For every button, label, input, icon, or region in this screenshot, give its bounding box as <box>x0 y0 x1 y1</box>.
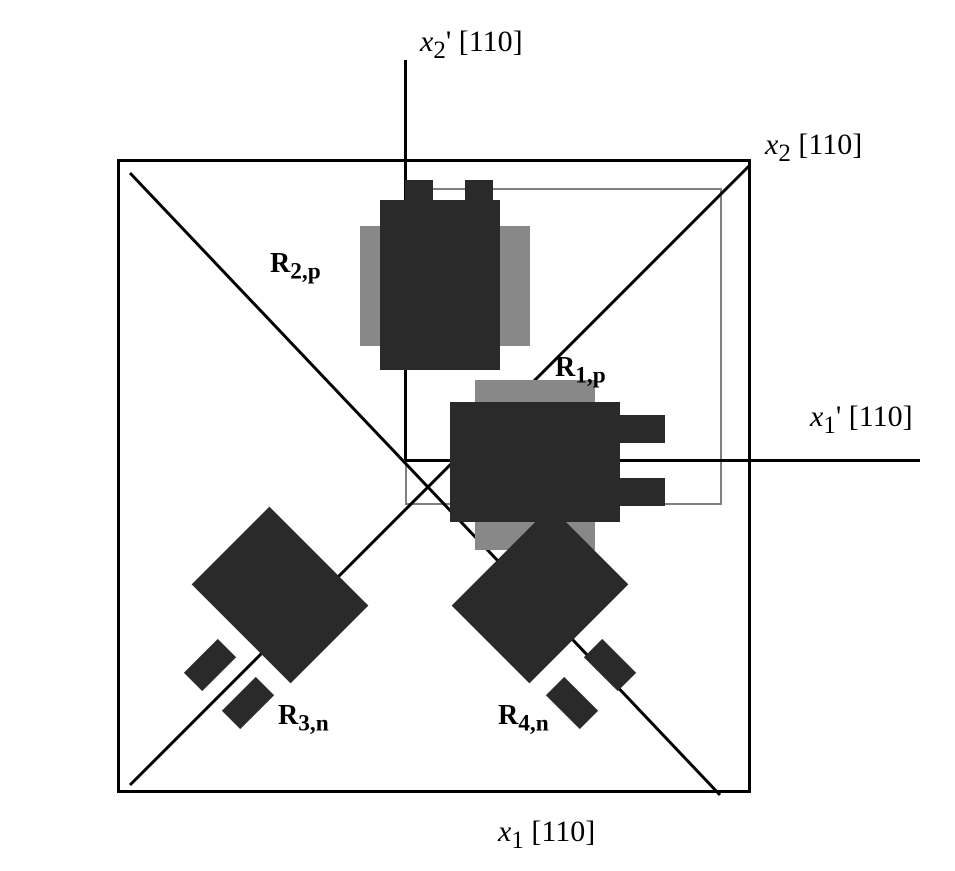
label-r3n: R3,n <box>278 700 329 738</box>
label-r2p: R2,p <box>270 248 321 286</box>
label-r4n-sub: 4,n <box>518 711 548 737</box>
label-x1-prime: x1' [110] <box>810 400 913 440</box>
label-x1-sub: 1 <box>511 827 524 854</box>
label-x2-prime-rest: ' [110] <box>446 25 523 58</box>
label-r4n-r: R <box>498 700 518 731</box>
label-r1p-sub: 1,p <box>575 363 605 389</box>
label-x2-rest: [110] <box>791 128 862 161</box>
label-r3n-r: R <box>278 700 298 731</box>
label-r1p-r: R <box>555 352 575 383</box>
resistor-r1p-pin1 <box>605 415 665 443</box>
label-r2p-r: R <box>270 248 290 279</box>
label-x2: x2 [110] <box>765 128 862 168</box>
label-x2-prime: x2' [110] <box>420 25 523 65</box>
label-x1-var: x <box>498 815 511 848</box>
resistor-r1p-pin2 <box>605 478 665 506</box>
label-x1-prime-var: x <box>810 400 823 433</box>
label-r2p-sub: 2,p <box>290 259 320 285</box>
diagram-container: x2' [110] x2 [110] x1' [110] x1 [110] R2… <box>0 0 955 871</box>
label-x2-prime-sub: 2 <box>433 37 446 64</box>
resistor-r1p-body <box>450 402 620 522</box>
label-x1: x1 [110] <box>498 815 595 855</box>
label-r3n-sub: 3,n <box>298 711 328 737</box>
label-x1-prime-sub: 1 <box>823 412 836 439</box>
label-r4n: R4,n <box>498 700 549 738</box>
label-x2-sub: 2 <box>778 140 791 167</box>
resistor-r2p-pin1 <box>405 180 433 230</box>
label-x1-rest: [110] <box>524 815 595 848</box>
label-x2-var: x <box>765 128 778 161</box>
label-x1-prime-rest: ' [110] <box>836 400 913 433</box>
label-r1p: R1,p <box>555 352 606 390</box>
resistor-r2p-pin2 <box>465 180 493 230</box>
label-x2-prime-var: x <box>420 25 433 58</box>
